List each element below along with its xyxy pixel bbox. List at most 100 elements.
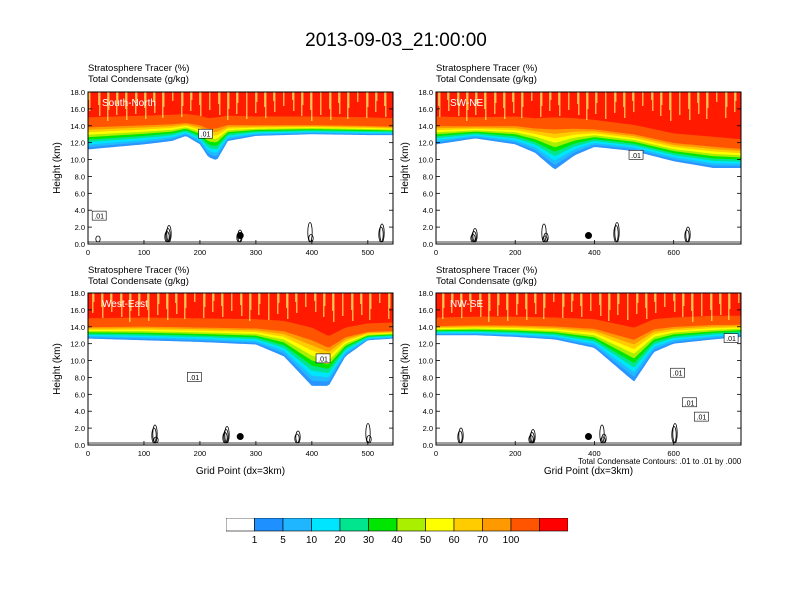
tracer-streak (674, 293, 676, 312)
panel3-label-condensate: Total Condensate (g/kg) (88, 276, 189, 287)
tracer-streak (158, 293, 160, 304)
y-tick-label: 0.0 (423, 240, 433, 249)
y-tick-label: 8.0 (75, 373, 85, 382)
panel4-label-tracer: Stratosphere Tracer (%) (436, 265, 538, 276)
tracer-streak (347, 92, 349, 119)
y-tick-label: 14.0 (70, 323, 85, 332)
tracer-streak (521, 92, 523, 118)
panel-nw-se: .01 .01 .01 .01 NW-SE 0.0 2.0 4.0 6.0 8.0 10.0 12.0… (400, 289, 742, 477)
tracer-streak (688, 92, 690, 109)
panel-title: South-North (102, 98, 156, 109)
tracer-streak (120, 293, 122, 306)
tracer-streak (273, 92, 275, 101)
tracer-streak (241, 293, 243, 316)
tracer-streak (129, 293, 131, 322)
contour-label-text: .01 (697, 415, 707, 422)
tracer-streak (384, 92, 386, 106)
tracer-streak (110, 293, 112, 301)
tracer-streak (513, 92, 515, 113)
tracer-streak (458, 92, 460, 116)
tracer-streak (600, 293, 602, 316)
x-tick-label: 300 (250, 449, 263, 458)
y-tick-label: 8.0 (423, 373, 433, 382)
tracer-streak (295, 293, 297, 302)
x-tick-label: 0 (86, 449, 90, 458)
x-tick-label: 100 (138, 449, 151, 458)
tracer-streak (221, 293, 223, 306)
tracer-streak (457, 92, 459, 105)
contour-label-box (723, 333, 739, 343)
y-tick-label: 18.0 (418, 88, 433, 97)
location-marker (585, 232, 592, 240)
tracer-streak (339, 92, 341, 114)
figure-title: 2013-09-03_21:00:00 (305, 30, 487, 51)
x-tick-label: 400 (588, 248, 601, 257)
tracer-streak (153, 92, 155, 102)
panel1-label-tracer: Stratosphere Tracer (%) (88, 63, 190, 74)
tracer-streak (227, 92, 229, 120)
tracer-streak (246, 92, 248, 119)
colorbar-swatch (425, 518, 455, 532)
y-tick-label: 10.0 (70, 357, 85, 366)
tracer-streak (541, 92, 543, 106)
x-tick-label: 500 (362, 449, 375, 458)
tracer-streak (531, 92, 533, 101)
tracer-streak (181, 92, 183, 117)
tracer-streak (550, 92, 552, 100)
tracer-streak (526, 293, 528, 320)
tracer-streak (623, 92, 625, 107)
colorbar-tick-label: 30 (362, 535, 375, 546)
tracer-streak (361, 293, 363, 315)
panel2-label-condensate: Total Condensate (g/kg) (436, 74, 537, 85)
y-tick-label: 12.0 (70, 340, 85, 349)
colorbar-tick-label: 50 (419, 535, 432, 546)
tracer-streak (218, 92, 220, 104)
contour-label-text: .01 (673, 371, 683, 378)
colorbar-swatch (539, 518, 568, 532)
tracer-streak (734, 92, 736, 112)
tracer-streak (535, 293, 537, 314)
y-tick-label: 12.0 (418, 340, 433, 349)
tracer-streak (670, 92, 672, 121)
x-tick-label: 300 (250, 248, 263, 257)
tracer-streak (590, 293, 592, 311)
tracer-streak (154, 92, 156, 113)
tracer-streak (581, 293, 583, 317)
x-axis-label: Grid Point (dx=3km) (196, 466, 285, 477)
tracer-streak (147, 293, 149, 310)
plot-frame (435, 292, 742, 446)
tracer-streak (264, 92, 266, 107)
tracer-streak (452, 293, 454, 302)
x-tick-label: 600 (667, 248, 680, 257)
tracer-streak (352, 293, 354, 321)
x-tick-label: 400 (588, 449, 601, 458)
contour-label-text: .01 (318, 356, 328, 363)
tracer-streak (116, 92, 118, 115)
contour-label-box (198, 128, 213, 139)
tracer-streak (222, 293, 224, 317)
tracer-streak (654, 293, 656, 302)
tracer-streak (203, 293, 205, 318)
tracer-streak (683, 293, 685, 306)
tracer-streak (609, 293, 611, 310)
tracer-streak (507, 293, 509, 321)
tracer-streak (376, 92, 378, 101)
tracer-streak (480, 293, 482, 317)
location-marker (585, 433, 592, 441)
tracer-streak (379, 293, 381, 303)
x-tick-label: 400 (306, 449, 319, 458)
panel3-label-tracer: Stratosphere Tracer (%) (88, 265, 190, 276)
panel-title: NW-SE (450, 299, 483, 310)
tracer-streak (369, 293, 371, 320)
tracer-streak (587, 92, 589, 109)
tracer-streak (324, 293, 326, 306)
tracer-band-max (436, 92, 741, 140)
tracer-streak (660, 92, 662, 116)
y-tick-label: 18.0 (70, 289, 85, 298)
tracer-streak (617, 293, 619, 315)
tracer-streak (729, 293, 731, 309)
colorbar-swatch (311, 518, 341, 532)
tracer-streak (102, 293, 104, 318)
tracer-streak (360, 293, 362, 304)
tracer-streak (484, 92, 486, 109)
